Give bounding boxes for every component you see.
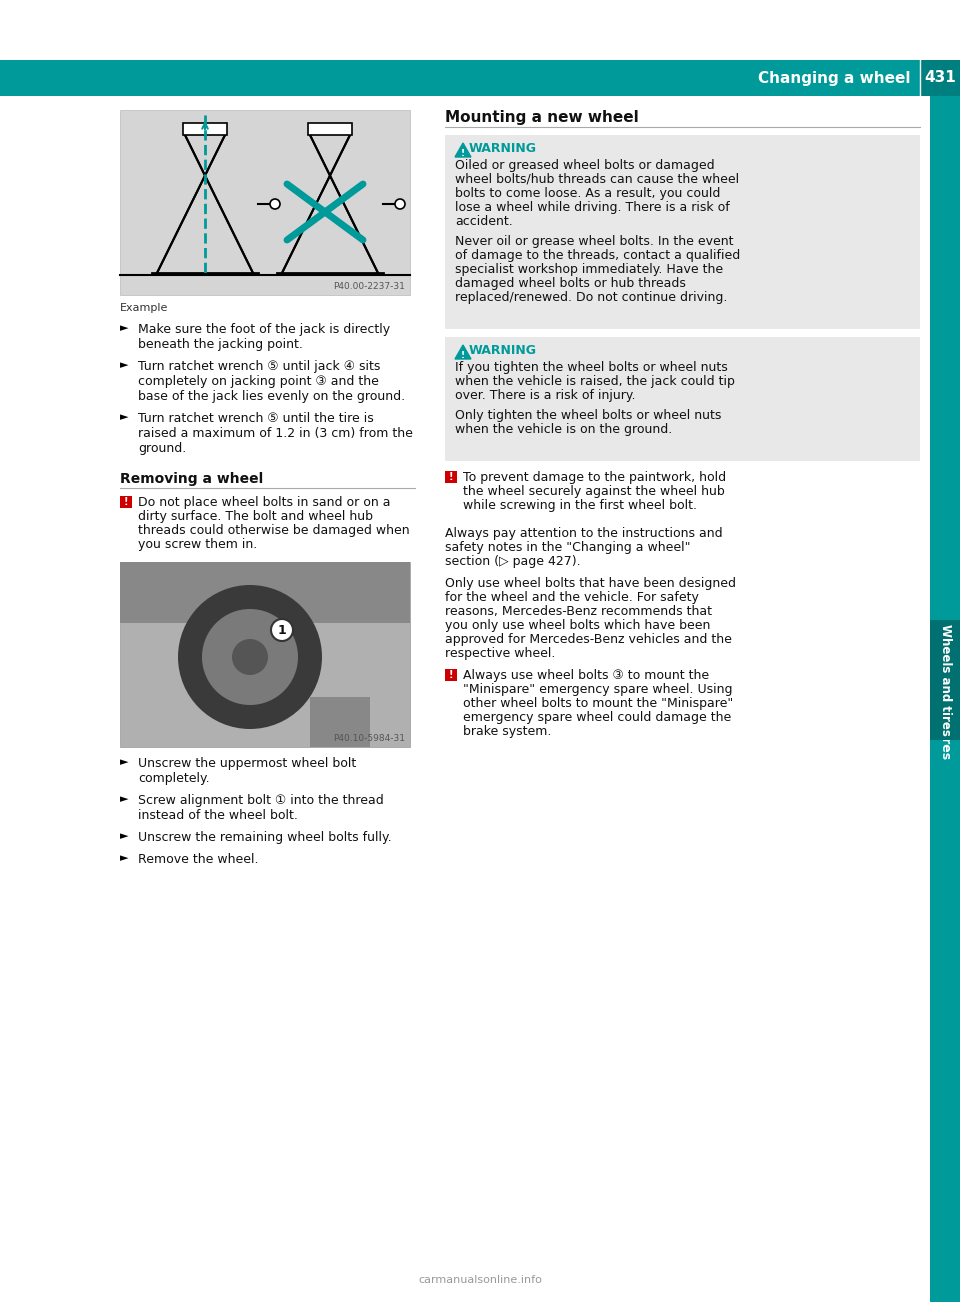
Text: threads could otherwise be damaged when: threads could otherwise be damaged when	[138, 523, 410, 536]
Text: while screwing in the first wheel bolt.: while screwing in the first wheel bolt.	[463, 499, 697, 512]
Bar	[930, 620, 960, 740]
Text: emergency spare wheel could damage the: emergency spare wheel could damage the	[463, 711, 732, 724]
Text: wheel bolts/hub threads can cause the wheel: wheel bolts/hub threads can cause the wh…	[455, 173, 739, 186]
Circle shape	[232, 639, 268, 674]
Text: 431: 431	[924, 70, 956, 86]
Text: Wheels and tires: Wheels and tires	[939, 641, 951, 759]
Text: when the vehicle is on the ground.: when the vehicle is on the ground.	[455, 423, 672, 436]
Text: brake system.: brake system.	[463, 725, 551, 738]
Text: dirty surface. The bolt and wheel hub: dirty surface. The bolt and wheel hub	[138, 510, 373, 523]
Text: !: !	[124, 497, 129, 506]
Circle shape	[202, 609, 298, 704]
Text: over. There is a risk of injury.: over. There is a risk of injury.	[455, 389, 636, 402]
Text: the wheel securely against the wheel hub: the wheel securely against the wheel hub	[463, 486, 725, 497]
Text: damaged wheel bolts or hub threads: damaged wheel bolts or hub threads	[455, 277, 685, 290]
Circle shape	[178, 585, 322, 729]
Text: for the wheel and the vehicle. For safety: for the wheel and the vehicle. For safet…	[445, 591, 699, 604]
Text: Do not place wheel bolts in sand or on a: Do not place wheel bolts in sand or on a	[138, 496, 391, 509]
Text: base of the jack lies evenly on the ground.: base of the jack lies evenly on the grou…	[138, 391, 405, 404]
Text: !: !	[461, 148, 465, 158]
Text: lose a wheel while driving. There is a risk of: lose a wheel while driving. There is a r…	[455, 201, 730, 214]
Text: Always pay attention to the instructions and: Always pay attention to the instructions…	[445, 527, 723, 540]
Text: Only tighten the wheel bolts or wheel nuts: Only tighten the wheel bolts or wheel nu…	[455, 409, 721, 422]
Text: ►: ►	[120, 323, 129, 333]
Text: raised a maximum of 1.2 in (3 cm) from the: raised a maximum of 1.2 in (3 cm) from t…	[138, 427, 413, 440]
Bar	[120, 109, 410, 296]
Text: !: !	[461, 350, 465, 359]
Bar	[310, 697, 370, 747]
Text: If you tighten the wheel bolts or wheel nuts: If you tighten the wheel bolts or wheel …	[455, 361, 728, 374]
Polygon shape	[455, 143, 471, 158]
Text: To prevent damage to the paintwork, hold: To prevent damage to the paintwork, hold	[463, 471, 726, 484]
Text: "Minispare" emergency spare wheel. Using: "Minispare" emergency spare wheel. Using	[463, 684, 732, 697]
Text: section (▷ page 427).: section (▷ page 427).	[445, 555, 581, 568]
Text: !: !	[448, 671, 453, 680]
Bar	[445, 337, 920, 461]
Text: completely on jacking point ③ and the: completely on jacking point ③ and the	[138, 375, 379, 388]
Text: WARNING: WARNING	[469, 344, 537, 357]
Text: ►: ►	[120, 853, 129, 863]
Text: you screw them in.: you screw them in.	[138, 538, 257, 551]
Text: ►: ►	[120, 756, 129, 767]
Text: Screw alignment bolt ① into the thread: Screw alignment bolt ① into the thread	[138, 794, 384, 807]
Text: Oiled or greased wheel bolts or damaged: Oiled or greased wheel bolts or damaged	[455, 159, 714, 172]
Circle shape	[395, 199, 405, 210]
Text: Wheels and tires: Wheels and tires	[939, 624, 951, 736]
Text: beneath the jacking point.: beneath the jacking point.	[138, 339, 302, 352]
Bar	[920, 60, 960, 96]
Text: WARNING: WARNING	[469, 142, 537, 155]
Text: Remove the wheel.: Remove the wheel.	[138, 853, 258, 866]
Text: Never oil or grease wheel bolts. In the event: Never oil or grease wheel bolts. In the …	[455, 234, 733, 247]
Text: respective wheel.: respective wheel.	[445, 647, 556, 660]
Text: Turn ratchet wrench ⑤ until jack ④ sits: Turn ratchet wrench ⑤ until jack ④ sits	[138, 359, 380, 372]
Text: other wheel bolts to mount the "Minispare": other wheel bolts to mount the "Minispar…	[463, 697, 733, 710]
Text: instead of the wheel bolt.: instead of the wheel bolt.	[138, 809, 298, 822]
Polygon shape	[455, 345, 471, 359]
Bar	[445, 471, 457, 483]
Bar	[120, 562, 410, 747]
Text: Mounting a new wheel: Mounting a new wheel	[445, 109, 638, 125]
Bar	[445, 135, 920, 329]
Text: P40.00-2237-31: P40.00-2237-31	[333, 283, 405, 292]
Circle shape	[270, 199, 280, 210]
Text: Turn ratchet wrench ⑤ until the tire is: Turn ratchet wrench ⑤ until the tire is	[138, 411, 373, 424]
Text: Make sure the foot of the jack is directly: Make sure the foot of the jack is direct…	[138, 323, 390, 336]
Text: completely.: completely.	[138, 772, 209, 785]
Text: reasons, Mercedes-Benz recommends that: reasons, Mercedes-Benz recommends that	[445, 605, 712, 618]
Bar	[930, 96, 960, 1302]
Bar	[445, 669, 457, 681]
Text: ►: ►	[120, 411, 129, 422]
Bar	[120, 562, 410, 622]
Text: of damage to the threads, contact a qualified: of damage to the threads, contact a qual…	[455, 249, 740, 262]
Circle shape	[271, 618, 293, 641]
Text: P40.10-5984-31: P40.10-5984-31	[333, 734, 405, 743]
Text: Example: Example	[120, 303, 168, 312]
Text: 1: 1	[277, 624, 286, 637]
Bar	[308, 122, 352, 135]
Text: safety notes in the "Changing a wheel": safety notes in the "Changing a wheel"	[445, 542, 690, 553]
Text: ground.: ground.	[138, 441, 186, 454]
Text: Always use wheel bolts ③ to mount the: Always use wheel bolts ③ to mount the	[463, 669, 709, 682]
Text: ►: ►	[120, 794, 129, 805]
Text: when the vehicle is raised, the jack could tip: when the vehicle is raised, the jack cou…	[455, 375, 734, 388]
Text: accident.: accident.	[455, 215, 513, 228]
Text: Unscrew the remaining wheel bolts fully.: Unscrew the remaining wheel bolts fully.	[138, 831, 392, 844]
Text: Changing a wheel: Changing a wheel	[757, 70, 910, 86]
Text: carmanualsonline.info: carmanualsonline.info	[418, 1275, 542, 1285]
Text: bolts to come loose. As a result, you could: bolts to come loose. As a result, you co…	[455, 187, 720, 201]
Text: !: !	[448, 473, 453, 482]
Text: replaced/renewed. Do not continue driving.: replaced/renewed. Do not continue drivin…	[455, 292, 728, 303]
Text: ►: ►	[120, 359, 129, 370]
Text: Unscrew the uppermost wheel bolt: Unscrew the uppermost wheel bolt	[138, 756, 356, 769]
Text: specialist workshop immediately. Have the: specialist workshop immediately. Have th…	[455, 263, 723, 276]
Text: Removing a wheel: Removing a wheel	[120, 473, 263, 486]
Text: Only use wheel bolts that have been designed: Only use wheel bolts that have been desi…	[445, 577, 736, 590]
Bar	[183, 122, 227, 135]
Text: approved for Mercedes-Benz vehicles and the: approved for Mercedes-Benz vehicles and …	[445, 633, 732, 646]
Bar	[120, 496, 132, 508]
Bar	[0, 60, 920, 96]
Text: you only use wheel bolts which have been: you only use wheel bolts which have been	[445, 618, 710, 631]
Text: ►: ►	[120, 831, 129, 841]
